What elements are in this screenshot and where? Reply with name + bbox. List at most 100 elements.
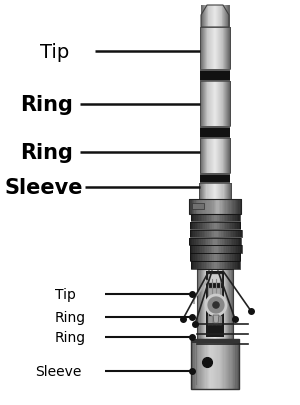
Bar <box>200 200 201 215</box>
Bar <box>225 269 226 339</box>
Bar <box>224 6 225 28</box>
Bar <box>204 230 206 237</box>
Bar <box>222 339 224 389</box>
Bar <box>219 183 221 200</box>
Bar <box>219 339 220 389</box>
Bar <box>218 339 219 389</box>
Bar <box>227 6 229 28</box>
Bar <box>229 139 230 174</box>
Bar <box>215 139 217 174</box>
Bar <box>191 215 240 222</box>
Bar <box>226 246 228 253</box>
Bar <box>210 222 212 230</box>
Bar <box>210 254 212 261</box>
Bar <box>212 238 214 245</box>
Bar <box>228 139 230 174</box>
Bar <box>189 200 191 215</box>
Bar <box>229 215 231 222</box>
Bar <box>197 269 233 339</box>
Bar <box>201 28 202 70</box>
Bar <box>202 254 204 261</box>
Bar <box>220 254 223 261</box>
Bar <box>210 139 212 174</box>
Bar <box>196 238 198 245</box>
Bar <box>198 339 200 389</box>
Bar <box>219 230 221 237</box>
Bar <box>201 82 202 127</box>
Bar <box>229 254 231 261</box>
Bar <box>221 28 223 70</box>
Bar <box>202 339 203 389</box>
Bar <box>231 230 233 237</box>
Bar <box>211 215 213 222</box>
Bar <box>200 70 230 71</box>
Bar <box>219 28 220 70</box>
Bar <box>224 230 226 237</box>
Bar <box>214 262 216 269</box>
Bar <box>225 238 228 245</box>
Bar <box>205 6 206 28</box>
Bar <box>225 82 226 127</box>
Bar <box>214 269 215 339</box>
Bar <box>200 127 230 128</box>
Bar <box>234 254 236 261</box>
Bar <box>219 6 220 28</box>
Bar <box>222 28 224 70</box>
Bar <box>214 200 215 215</box>
Bar <box>205 28 206 70</box>
Bar <box>199 215 201 222</box>
Bar <box>223 28 224 70</box>
Bar <box>204 339 206 389</box>
Bar <box>195 254 197 261</box>
Bar <box>222 222 224 230</box>
Bar <box>194 230 196 237</box>
Bar <box>239 254 241 261</box>
Bar <box>220 139 221 174</box>
Bar <box>191 215 193 222</box>
Bar <box>220 222 223 230</box>
Bar <box>200 82 230 127</box>
Bar <box>224 246 226 253</box>
Bar <box>189 238 241 245</box>
Bar <box>240 200 242 215</box>
Bar <box>191 339 239 343</box>
Bar <box>236 222 238 230</box>
Bar <box>238 230 240 237</box>
Bar <box>197 222 199 230</box>
Bar <box>225 183 226 200</box>
Bar <box>200 183 202 200</box>
Bar <box>234 222 236 230</box>
Bar <box>203 238 205 245</box>
Bar <box>224 183 225 200</box>
Bar <box>206 269 207 339</box>
Bar <box>200 222 202 230</box>
Bar <box>206 82 208 127</box>
Bar <box>207 82 208 127</box>
Bar <box>228 230 230 237</box>
Bar <box>230 339 231 389</box>
Bar <box>208 183 209 200</box>
Bar <box>207 262 209 269</box>
Bar <box>218 183 220 200</box>
Bar <box>222 215 224 222</box>
Bar <box>220 82 221 127</box>
Bar <box>232 269 233 339</box>
Bar <box>199 183 201 200</box>
Bar <box>205 254 207 261</box>
Bar <box>220 28 221 70</box>
Bar <box>222 262 224 269</box>
Bar <box>228 339 230 389</box>
Bar <box>196 339 197 389</box>
Bar <box>203 28 205 70</box>
Text: Ring: Ring <box>20 143 73 162</box>
Polygon shape <box>213 315 219 323</box>
Bar <box>224 222 226 230</box>
Bar <box>228 28 230 70</box>
Bar <box>211 200 213 215</box>
Bar <box>222 82 224 127</box>
Bar <box>204 246 206 253</box>
Bar <box>228 246 230 253</box>
Bar <box>204 139 206 174</box>
Bar <box>235 230 237 237</box>
Bar <box>206 183 208 200</box>
